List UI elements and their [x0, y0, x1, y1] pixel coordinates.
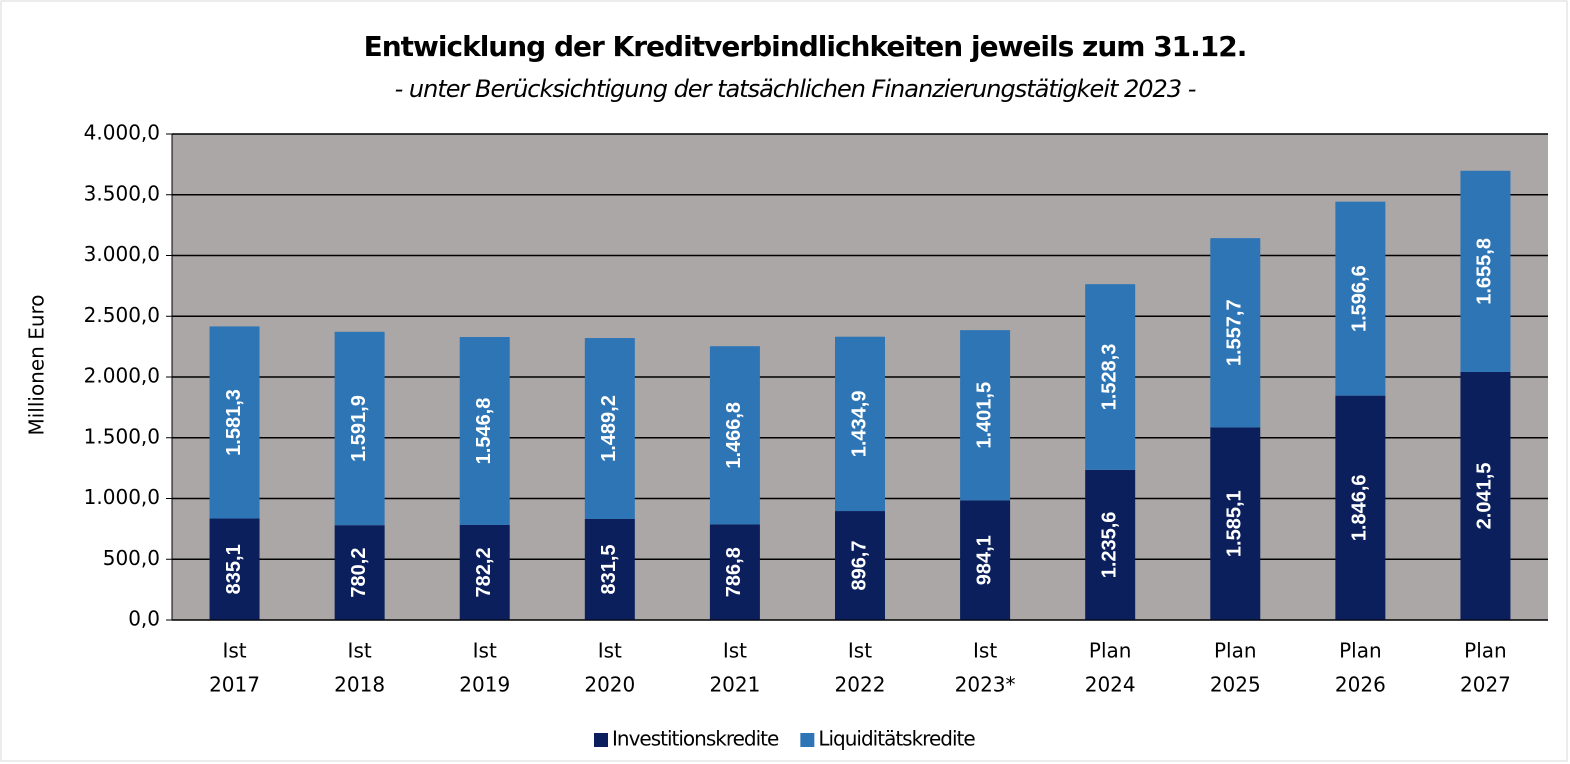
value-label: 1.585,1 [1224, 490, 1246, 557]
x-tick-label: Plan [1089, 639, 1132, 663]
x-tick-label: 2023* [955, 673, 1016, 697]
x-tick-label: 2017 [209, 673, 260, 697]
bar-segment [459, 524, 510, 620]
legend-label: Liquiditätskredite [818, 727, 975, 751]
x-tick-label: Plan [1464, 639, 1507, 663]
x-tick-label: Ist [473, 639, 497, 663]
legend-swatch [594, 733, 608, 747]
bar-segment [709, 524, 760, 620]
value-label: 1.235,6 [1098, 512, 1120, 579]
value-label: 1.489,2 [598, 395, 620, 462]
value-label: 1.655,8 [1474, 238, 1496, 305]
y-tick-label: 4.000,0 [84, 121, 160, 145]
x-tick-label: Plan [1214, 639, 1257, 663]
bar-segment [334, 525, 385, 620]
bar-segment [209, 518, 260, 620]
value-label: 835,1 [223, 544, 245, 594]
bar-segment [584, 338, 635, 519]
x-tick-label: 2026 [1335, 673, 1386, 697]
x-tick-label: Ist [848, 639, 872, 663]
value-label: 1.581,3 [223, 389, 245, 456]
value-label: 1.528,3 [1098, 344, 1120, 411]
x-tick-label: 2022 [835, 673, 886, 697]
bar-segment [835, 511, 885, 620]
y-axis-label: Millionen Euro [25, 294, 49, 435]
value-label: 1.596,6 [1349, 265, 1371, 332]
y-tick-label: 0,0 [128, 607, 160, 631]
value-label: 782,2 [473, 547, 495, 597]
x-tick-label: 2020 [584, 673, 635, 697]
value-label: 1.846,6 [1349, 474, 1371, 541]
x-tick-label: Ist [598, 639, 622, 663]
x-tick-label: Ist [973, 639, 997, 663]
y-tick-label: 3.000,0 [84, 242, 160, 266]
bar-segment [459, 337, 510, 525]
bar-segment [1085, 469, 1136, 620]
value-label: 1.434,9 [848, 391, 870, 458]
value-label: 896,7 [848, 540, 870, 590]
x-tick-label: 2025 [1210, 673, 1261, 697]
legend-swatch [800, 733, 815, 747]
value-label: 2.041,5 [1474, 463, 1496, 530]
value-label: 780,2 [348, 548, 370, 598]
value-label: 984,1 [973, 535, 995, 585]
y-tick-label: 1.500,0 [84, 424, 160, 448]
legend-label: Investitionskredite [612, 727, 779, 751]
bar-segment [835, 336, 885, 512]
value-label: 1.401,5 [973, 382, 995, 449]
x-tick-label: Ist [348, 639, 372, 663]
y-tick-label: 2.000,0 [84, 364, 160, 388]
x-tick-label: 2018 [334, 673, 385, 697]
value-label: 786,8 [723, 547, 745, 597]
bar-segment [960, 500, 1011, 620]
bar-segment [1210, 427, 1261, 620]
value-label: 1.591,9 [348, 395, 370, 462]
x-tick-label: 2024 [1085, 673, 1136, 697]
y-tick-label: 3.500,0 [84, 181, 160, 205]
y-tick-label: 500,0 [103, 546, 160, 570]
x-tick-label: Ist [723, 639, 747, 663]
chart-subtitle: - unter Berücksichtigung der tatsächlich… [395, 75, 1196, 103]
bar-segment [1210, 238, 1261, 428]
chart-title: Entwicklung der Kreditverbindlichkeiten … [364, 30, 1247, 63]
x-tick-label: 2021 [709, 673, 760, 697]
bar-segment [209, 326, 260, 519]
y-tick-label: 1.000,0 [84, 485, 160, 509]
bar-segment [960, 330, 1011, 501]
bar-segment [1460, 371, 1511, 620]
y-tick-label: 2.500,0 [84, 303, 160, 327]
x-tick-label: Plan [1339, 639, 1382, 663]
bar-segment [709, 346, 760, 525]
bar-segment [584, 518, 635, 620]
x-tick-label: 2019 [459, 673, 510, 697]
bar-segment [1460, 170, 1511, 372]
bar-segment [1335, 395, 1386, 620]
value-label: 1.466,8 [723, 402, 745, 469]
x-tick-label: 2027 [1460, 673, 1511, 697]
bar-segment [334, 331, 385, 526]
value-label: 1.557,7 [1224, 299, 1246, 366]
bar-segment [1085, 284, 1136, 470]
bar-segment [1335, 201, 1386, 396]
x-tick-label: Ist [222, 639, 246, 663]
value-label: 1.546,8 [473, 398, 495, 465]
value-label: 831,5 [598, 544, 620, 594]
